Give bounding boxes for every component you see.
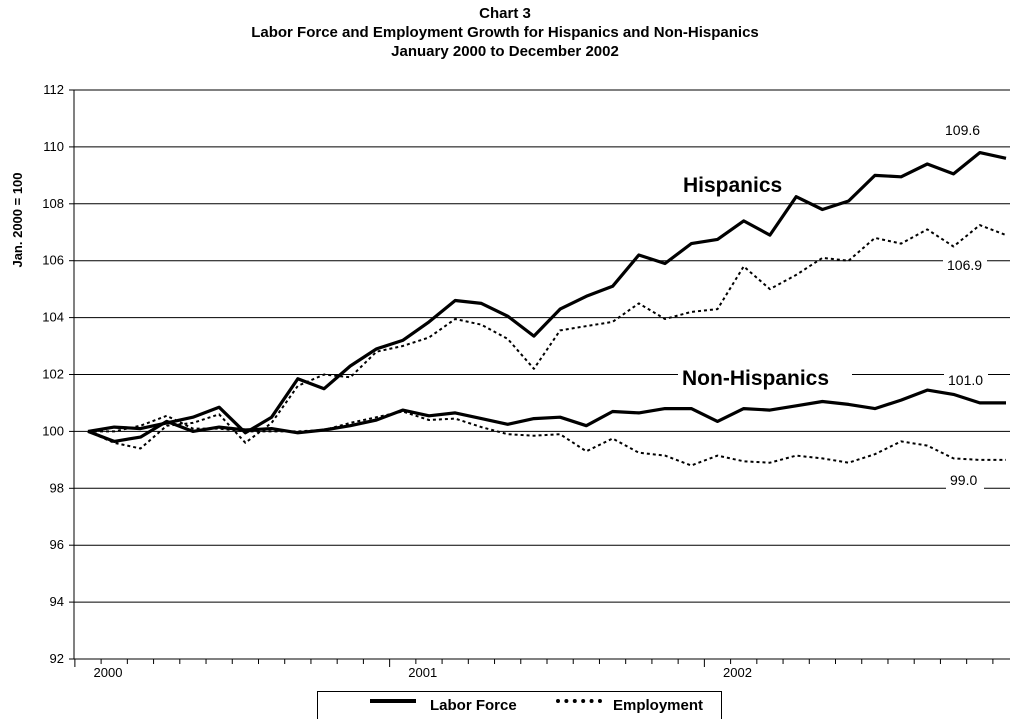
y-tick-label: 104 — [42, 310, 64, 325]
legend-swatch-employment — [556, 699, 602, 703]
series-lines — [87, 151, 1007, 467]
annotation-value-101-0-bg — [944, 371, 988, 391]
axes — [69, 89, 1010, 667]
annotation-non-hispanics: Non-Hispanics — [682, 367, 829, 390]
y-tick-label: 96 — [50, 537, 64, 552]
y-tick-label: 100 — [42, 423, 64, 438]
chart-title: Chart 3 — [479, 5, 531, 22]
x-tick-label: 2002 — [723, 665, 752, 680]
annotation-hispanics: Hispanics — [683, 174, 782, 197]
annotation-non-hispanics-bg — [678, 364, 852, 391]
annotation-value-99-0-bg — [946, 471, 984, 491]
annotation-value-106-9-bg — [943, 256, 987, 276]
series-non-hispanics-labor-force — [87, 388, 1006, 443]
gridlines — [74, 89, 1010, 603]
y-tick-labels: 92 94 96 98 100 102 104 106 108 110 112 — [42, 82, 64, 666]
legend-swatch-labor-force — [370, 699, 416, 703]
chart-titles: Chart 3 Labor Force and Employment Growt… — [0, 4, 1010, 61]
legend-label-labor-force: Labor Force — [430, 697, 517, 714]
series-non-hispanics-employment — [88, 410, 1006, 467]
chart-subtitle: Labor Force and Employment Growth for Hi… — [251, 24, 759, 41]
y-tick-label: 98 — [50, 480, 64, 495]
y-tick-label: 94 — [50, 594, 64, 609]
x-tick-label: 2000 — [94, 665, 123, 680]
y-tick-label: 108 — [42, 196, 64, 211]
x-tick-labels: 2000 2001 2002 — [94, 665, 752, 680]
y-tick-label: 110 — [43, 139, 64, 154]
y-tick-label: 112 — [43, 82, 64, 97]
y-tick-label: 106 — [42, 253, 64, 268]
y-tick-label: 102 — [42, 367, 64, 382]
annotation-value-99-0: 99.0 — [950, 472, 977, 488]
x-tick-label: 2001 — [408, 665, 437, 680]
chart-date-range: January 2000 to December 2002 — [391, 43, 619, 60]
legend-label-employment: Employment — [613, 697, 704, 714]
annotation-value-109-6: 109.6 — [945, 122, 980, 138]
annotation-value-106-9: 106.9 — [947, 257, 982, 273]
y-tick-label: 92 — [50, 651, 64, 666]
y-axis-label: Jan. 2000 = 100 — [10, 172, 25, 267]
annotations: Hispanics Non-Hispanics 109.6 106.9 101.0 99.… — [678, 122, 988, 491]
series-hispanics-labor-force — [87, 151, 1007, 435]
legend: Labor Force Employment — [317, 691, 722, 719]
annotation-value-101-0: 101.0 — [948, 372, 983, 388]
series-hispanics-employment — [87, 224, 1007, 450]
